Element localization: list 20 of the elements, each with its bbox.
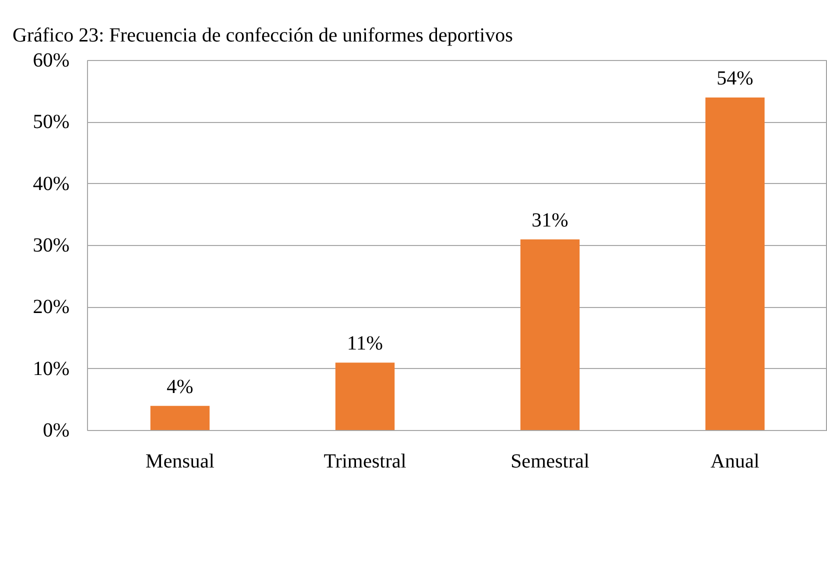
bar xyxy=(705,98,765,430)
y-tick-label: 50% xyxy=(32,111,70,134)
y-tick-label: 60% xyxy=(32,50,70,72)
x-tick-label: Trimestral xyxy=(324,450,407,472)
data-label: 11% xyxy=(347,332,383,355)
bar xyxy=(150,406,210,430)
x-tick-label: Anual xyxy=(710,450,760,472)
y-tick-label: 0% xyxy=(42,420,70,442)
x-tick-label: Semestral xyxy=(510,450,590,472)
y-tick-label: 20% xyxy=(32,296,70,318)
y-tick-label: 10% xyxy=(32,358,70,380)
y-tick-label: 30% xyxy=(32,234,70,256)
bar xyxy=(520,239,580,430)
chart-title: Gráfico 23: Frecuencia de confección de uniformes deportivos xyxy=(12,24,514,46)
y-tick-label: 40% xyxy=(32,172,70,195)
bar xyxy=(335,362,395,430)
data-label: 4% xyxy=(166,376,194,398)
data-label: 54% xyxy=(716,68,754,90)
x-tick-label: Mensual xyxy=(146,450,215,472)
data-label: 31% xyxy=(532,209,568,232)
